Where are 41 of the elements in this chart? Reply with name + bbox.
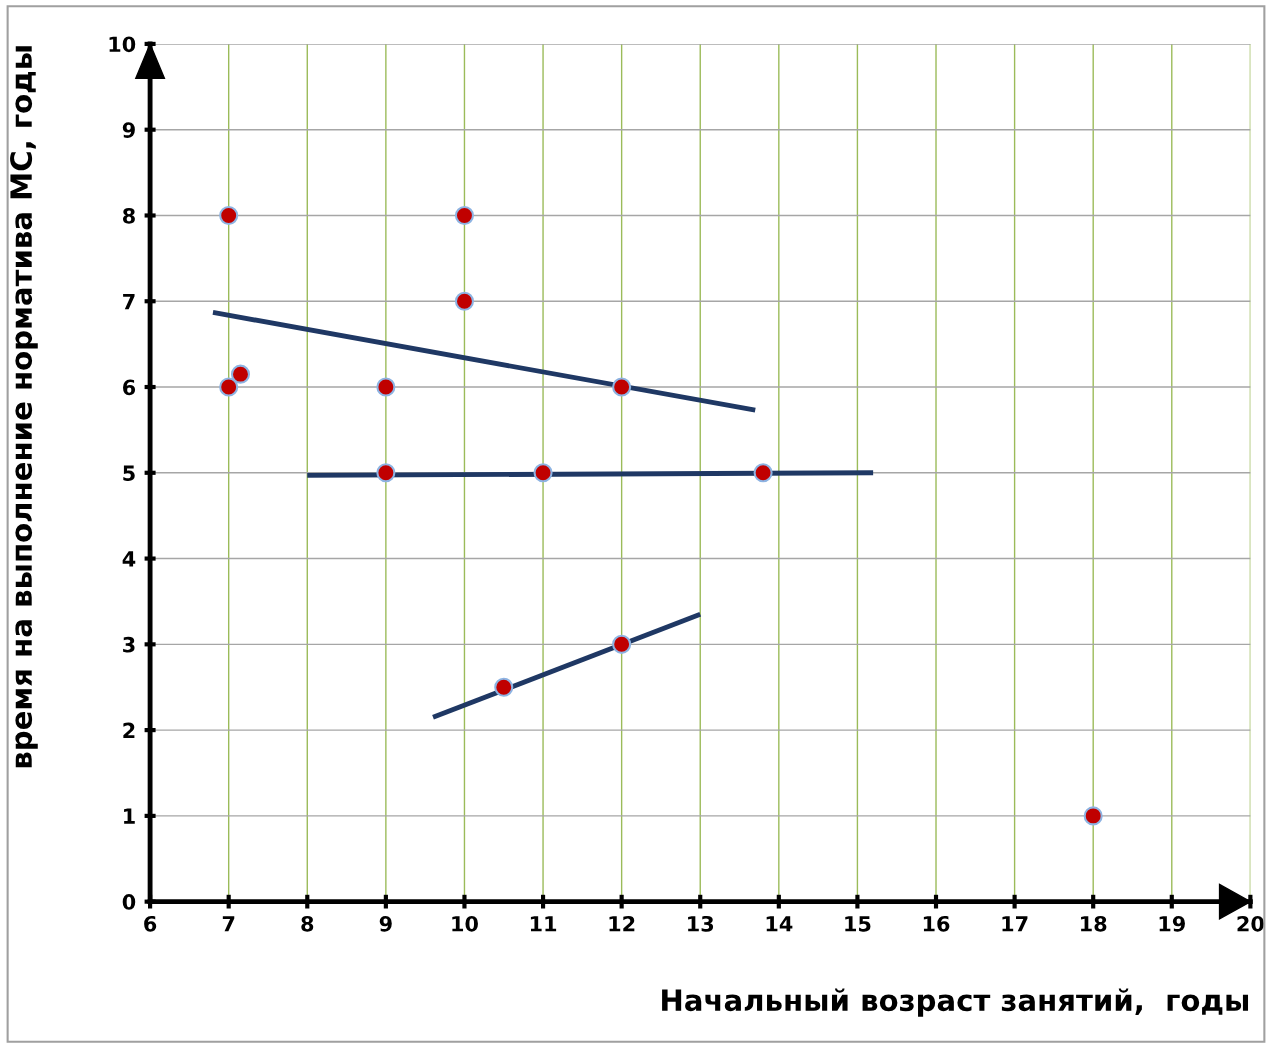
y-tick-label: 5 xyxy=(123,465,135,481)
point xyxy=(1083,806,1103,826)
y-axis-title: время на выполнение норматива МС, годы xyxy=(10,46,38,768)
y-tick-label: 0 xyxy=(122,894,136,910)
point xyxy=(494,677,514,697)
x-tick-label: 18 xyxy=(1081,915,1107,932)
x-tick-label: 6 xyxy=(144,915,157,932)
point xyxy=(219,205,239,226)
x-tick-label: 19 xyxy=(1159,915,1185,932)
x-tick-label: 16 xyxy=(923,915,950,932)
point xyxy=(612,634,632,654)
x-tick-label: 17 xyxy=(1002,916,1028,932)
x-tick-label: 14 xyxy=(766,916,793,932)
x-tick-label: 13 xyxy=(688,915,714,932)
x-tick-label: 20 xyxy=(1237,915,1264,932)
x-tick-label: 15 xyxy=(845,916,871,932)
x-tick-label: 8 xyxy=(301,915,314,932)
point xyxy=(219,377,239,397)
x-tick-label: 9 xyxy=(379,915,392,932)
y-tick-label: 7 xyxy=(123,293,135,310)
point xyxy=(376,377,396,397)
y-tick-label: 8 xyxy=(122,207,135,224)
y-tick-label: 4 xyxy=(122,551,136,567)
y-tick-label: 9 xyxy=(122,122,135,138)
point xyxy=(230,364,251,384)
point xyxy=(454,205,475,226)
x-tick-label: 10 xyxy=(452,915,478,932)
point xyxy=(612,377,632,397)
x-axis-title: Начальный возраст занятий, годы xyxy=(662,988,1249,1017)
x-tick-label: 7 xyxy=(222,916,235,932)
point xyxy=(533,463,553,483)
point xyxy=(454,291,475,311)
y-tick-label: 3 xyxy=(123,636,135,653)
point xyxy=(753,463,773,483)
x-tick-label: 11 xyxy=(530,916,557,932)
x-tick-label: 12 xyxy=(609,915,635,932)
y-tick-label: 10 xyxy=(109,36,136,53)
point xyxy=(376,463,396,483)
y-tick-label: 1 xyxy=(124,808,135,824)
y-tick-label: 6 xyxy=(123,379,136,396)
y-tick-label: 2 xyxy=(123,722,135,739)
